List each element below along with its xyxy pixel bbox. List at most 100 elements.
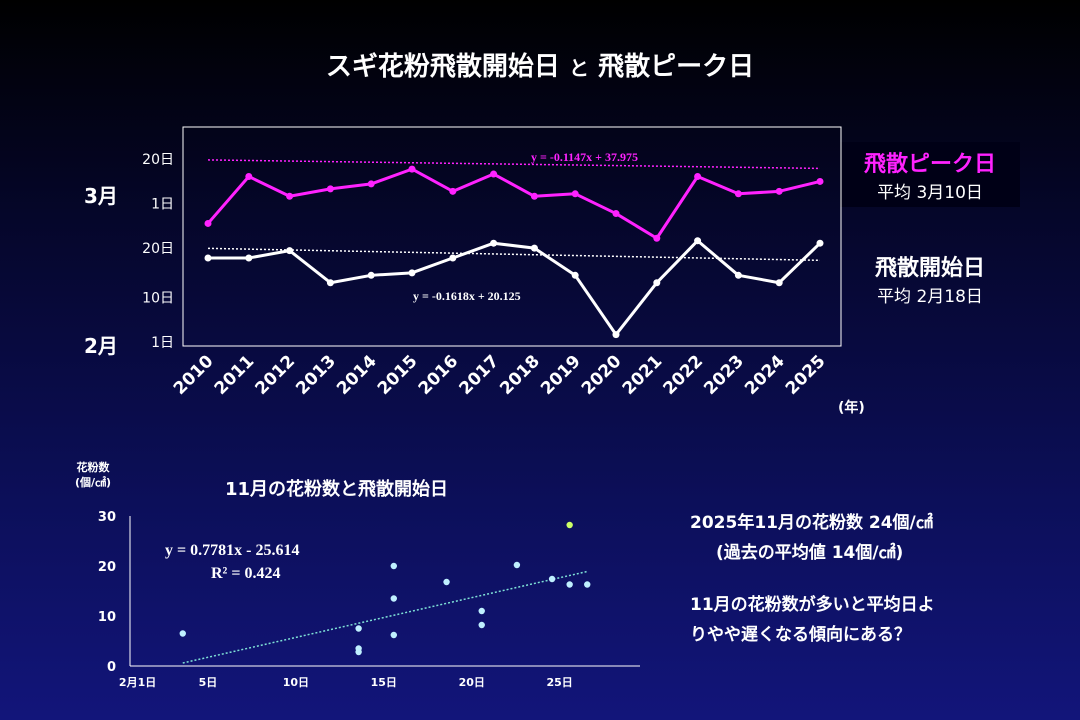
peak-point <box>286 192 294 200</box>
peak-legend-average: 平均 3月10日 <box>877 183 983 203</box>
start-point <box>408 269 416 277</box>
peak-series-line <box>206 167 821 240</box>
start-point <box>367 271 375 279</box>
x-tick-label: 2019 <box>537 351 585 399</box>
title-conjunction: と <box>569 56 589 80</box>
scatter-y-tick-label: 30 <box>98 510 116 525</box>
title-end: 飛散ピーク日 <box>598 52 755 82</box>
scatter-point <box>390 595 397 602</box>
start-legend-name: 飛散開始日 <box>874 256 985 281</box>
peak-legend-box: 飛散ピーク日 平均 3月10日 <box>840 142 1020 207</box>
peak-point <box>653 234 661 242</box>
peak-trendline <box>207 159 821 170</box>
y-tick-label: 20日 <box>142 241 174 257</box>
start-point <box>326 279 334 287</box>
start-point <box>286 247 294 255</box>
start-trend-equation: y = -0.1618x + 20.125 <box>413 289 521 303</box>
start-point <box>530 244 538 252</box>
scatter-y-label: 花粉数 (個/㎠) <box>75 460 111 490</box>
scatter-point <box>566 581 573 588</box>
start-point <box>449 254 457 262</box>
start-point <box>694 237 702 245</box>
x-tick-label: 2013 <box>292 351 340 399</box>
start-point <box>653 279 661 287</box>
scatter-point <box>478 621 485 629</box>
scatter-y-tick-label: 20 <box>98 560 116 575</box>
scatter-x-tick-label: 20日 <box>459 676 485 689</box>
peak-trend-equation: y = -0.1147x + 37.975 <box>531 150 638 164</box>
peak-point <box>734 190 742 198</box>
peak-point <box>816 177 824 185</box>
x-tick-label: 2017 <box>456 351 504 399</box>
y-tick-label: 1日 <box>151 335 174 351</box>
x-tick-label: 2015 <box>374 351 422 399</box>
peak-point <box>204 219 212 227</box>
scatter-point <box>390 562 397 570</box>
note-line-4: りやや遅くなる傾向にある？ <box>690 625 911 645</box>
scatter-chart: 0 10 20 30 2月1日 5日 10日 15日 20日 25日 y = 0.7781x -… <box>98 510 640 689</box>
scatter-trendline <box>182 570 588 664</box>
scatter-point <box>390 631 397 639</box>
start-point <box>490 239 498 247</box>
scatter-point <box>443 578 450 586</box>
x-tick-label: 2025 <box>782 351 830 399</box>
february-label: 2月 <box>84 334 118 358</box>
x-tick-label: 2012 <box>252 351 300 399</box>
peak-point <box>245 173 253 181</box>
scatter-point <box>513 561 521 569</box>
x-tick-label: 2021 <box>619 351 667 399</box>
y-tick-label: 20日 <box>142 152 174 168</box>
peak-point <box>530 192 538 200</box>
peak-point <box>775 187 783 195</box>
year-unit-label: (年) <box>838 399 865 416</box>
start-legend-average: 平均 2月18日 <box>877 287 983 307</box>
peak-point <box>449 187 457 195</box>
scatter-y-label-line2: (個/㎠) <box>75 476 112 489</box>
scatter-x-tick-label: 15日 <box>371 676 397 689</box>
scatter-x-tick-label: 25日 <box>546 676 572 689</box>
x-tick-label: 2016 <box>415 351 463 399</box>
scatter-point <box>179 630 186 637</box>
start-legend-box: 飛散開始日 平均 2月18日 <box>848 250 1012 307</box>
start-point <box>734 271 742 279</box>
note-line-1: 2025年11月の花粉数 24個/㎠ <box>690 513 933 533</box>
start-point <box>204 254 212 262</box>
peak-point <box>571 190 579 198</box>
scatter-point <box>355 625 362 632</box>
x-tick-label: 2014 <box>333 351 381 399</box>
scatter-point <box>584 581 591 588</box>
x-tick-label: 2018 <box>496 351 544 399</box>
scatter-point-2025 <box>566 521 573 529</box>
x-tick-label: 2010 <box>170 351 218 399</box>
peak-legend-name: 飛散ピーク日 <box>863 152 996 177</box>
scatter-y-label-line1: 花粉数 <box>76 461 110 474</box>
scatter-equation: y = 0.7781x - 25.614 <box>165 542 299 559</box>
title-main: スギ花粉飛散開始日 <box>325 52 560 82</box>
scatter-x-tick-label: 10日 <box>283 676 309 689</box>
scatter-title: 11月の花粉数と飛散開始日 <box>225 479 449 500</box>
peak-point <box>612 210 620 218</box>
y-tick-label: 1日 <box>151 197 174 213</box>
peak-point <box>367 180 375 188</box>
peak-point <box>326 185 334 193</box>
start-point <box>816 239 824 247</box>
page-title: スギ花粉飛散開始日 と 飛散ピーク日 <box>0 46 1080 83</box>
scatter-point <box>548 575 556 583</box>
scatter-y-tick-label: 0 <box>107 660 116 675</box>
x-tick-label: 2022 <box>660 351 708 399</box>
start-point <box>571 271 579 279</box>
line-chart-frame <box>182 126 842 347</box>
note-line-3: 11月の花粉数が多いと平均日よ <box>690 595 935 615</box>
start-series-line <box>208 239 822 337</box>
notes: 2025年11月の花粉数 24個/㎠ (過去の平均値 14個/㎠) 11月の花粉… <box>690 508 935 650</box>
scatter-r-squared: R² = 0.424 <box>211 565 280 582</box>
scatter-x-tick-label: 5日 <box>199 676 218 689</box>
start-point <box>245 254 253 262</box>
x-tick-label: 2023 <box>700 351 748 399</box>
x-tick-label: 2024 <box>741 351 789 399</box>
scatter-point <box>478 607 485 615</box>
scatter-y-tick-label: 10 <box>98 610 116 625</box>
x-tick-label: 2020 <box>578 351 626 399</box>
march-label: 3月 <box>84 184 118 208</box>
